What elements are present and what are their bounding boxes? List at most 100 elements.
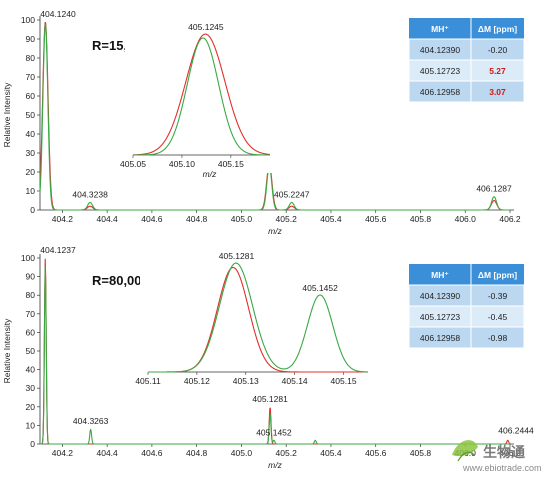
peak-label: 405.1281 xyxy=(252,394,288,404)
table-header-mass: MH⁺ xyxy=(431,270,449,280)
table-cell-mass: 405.12723 xyxy=(420,312,460,322)
inset-x-tick-label: 405.10 xyxy=(169,159,195,169)
y-tick-label: 90 xyxy=(26,272,36,282)
x-tick-label: 405.6 xyxy=(365,448,387,458)
inset-x-tick-label: 405.13 xyxy=(233,376,259,386)
y-tick-label: 60 xyxy=(26,327,36,337)
y-axis-title: Relative Intensity xyxy=(2,82,12,147)
table-cell-delta: 3.07 xyxy=(489,87,506,97)
table-header-background xyxy=(409,18,524,39)
mass-accuracy-table: MH⁺ ΔM [ppm] 404.12390 -0.20 405.12723 5.27 40… xyxy=(408,18,525,103)
peak-label: 406.1287 xyxy=(476,184,512,194)
y-tick-label: 80 xyxy=(26,53,36,63)
y-tick-label: 60 xyxy=(26,91,36,101)
table-header-background xyxy=(409,264,524,285)
x-tick-label: 404.2 xyxy=(52,214,74,224)
table-cell-mass: 406.12958 xyxy=(420,333,460,343)
inset-background xyxy=(140,254,376,390)
y-tick-label: 100 xyxy=(21,253,35,263)
table-cell-delta: -0.98 xyxy=(488,333,508,343)
inset-background xyxy=(125,17,278,173)
inset-x-tick-label: 405.15 xyxy=(218,159,244,169)
y-tick-label: 20 xyxy=(26,167,36,177)
spectrum-panel-r80000: 0 10 20 30 40 50 60 70 80 90 100 404.2 404.4 404.6 404… xyxy=(2,245,534,470)
y-tick-label: 10 xyxy=(26,420,36,430)
x-tick-label: 404.6 xyxy=(141,448,163,458)
x-tick-label: 406.0 xyxy=(455,214,477,224)
table-header-delta: ΔM [ppm] xyxy=(478,24,517,34)
inset-x-tick-label: 405.15 xyxy=(331,376,357,386)
x-tick-label: 404.8 xyxy=(186,214,208,224)
watermark: 生物通 www.ebiotrade.com xyxy=(452,440,542,473)
x-tick-label: 405.8 xyxy=(410,448,432,458)
table-cell-mass: 404.12390 xyxy=(420,291,460,301)
mass-accuracy-table: MH⁺ ΔM [ppm] 404.12390 -0.39 405.12723 -0.45 4… xyxy=(408,264,525,349)
table-row xyxy=(408,80,525,103)
spectrum-panel-r15000: 0 10 20 30 40 50 60 70 80 90 100 404.2 404.4 404.6 404… xyxy=(2,9,525,236)
x-tick-label: 404.2 xyxy=(52,448,74,458)
table-cell-mass: 406.12958 xyxy=(420,87,460,97)
zoom-inset: 405.05 405.10 405.15m/z 405.1245 xyxy=(120,17,278,179)
x-tick-label: 405.0 xyxy=(231,448,253,458)
peak-label: 404.3238 xyxy=(72,189,108,199)
y-tick-label: 100 xyxy=(21,15,35,25)
leaf-logo-icon xyxy=(452,440,478,462)
x-axis-title: m/z xyxy=(268,460,282,470)
table-cell-mass: 404.12390 xyxy=(420,45,460,55)
inset-x-tick-label: 405.11 xyxy=(135,376,161,386)
spectrum-line-green xyxy=(40,266,510,445)
y-tick-label: 40 xyxy=(26,365,36,375)
x-tick-label: 406.2 xyxy=(499,448,521,458)
y-tick-label: 70 xyxy=(26,309,36,319)
x-tick-label: 405.6 xyxy=(365,214,387,224)
y-tick-label: 30 xyxy=(26,383,36,393)
inset-x-axis-title: m/z xyxy=(203,169,217,179)
inset-x-tick-label: 405.05 xyxy=(120,159,146,169)
x-tick-label: 405.8 xyxy=(410,214,432,224)
x-tick-label: 404.8 xyxy=(186,448,208,458)
resolution-label: R=80,000 xyxy=(92,273,149,288)
y-tick-label: 10 xyxy=(26,186,36,196)
y-tick-label: 80 xyxy=(26,290,36,300)
table-cell-delta: -0.45 xyxy=(488,312,508,322)
y-axis-title: Relative Intensity xyxy=(2,318,12,383)
y-tick-label: 30 xyxy=(26,148,36,158)
table-header-delta: ΔM [ppm] xyxy=(478,270,517,280)
x-tick-label: 404.4 xyxy=(97,448,119,458)
inset-spectrum-line-red xyxy=(133,33,271,156)
x-tick-label: 404.6 xyxy=(141,214,163,224)
inset-peak-label: 405.1281 xyxy=(219,251,255,261)
x-tick-label: 405.2 xyxy=(276,448,298,458)
y-tick-label: 50 xyxy=(26,346,36,356)
table-cell-delta: -0.39 xyxy=(488,291,508,301)
zoom-inset: 405.11 405.12 405.13 405.14 405.15 405.1281 40… xyxy=(135,251,376,390)
x-tick-label: 405.0 xyxy=(231,214,253,224)
inset-peak-label: 405.1452 xyxy=(302,283,338,293)
inset-peak-label: 405.1245 xyxy=(188,22,224,32)
x-tick-label: 404.4 xyxy=(97,214,119,224)
table-row xyxy=(408,326,525,349)
peak-label: 405.2247 xyxy=(274,189,310,199)
inset-spectrum-line-green xyxy=(148,262,369,373)
y-tick-label: 90 xyxy=(26,34,36,44)
watermark-url: www.ebiotrade.com xyxy=(462,463,542,473)
table-header-mass: MH⁺ xyxy=(431,24,449,34)
peak-label: 404.3263 xyxy=(73,416,109,426)
x-tick-label: 406.2 xyxy=(499,214,521,224)
table-cell-delta: 5.27 xyxy=(489,66,506,76)
table-cell-delta: -0.20 xyxy=(488,45,508,55)
peak-label: 405.1452 xyxy=(256,427,292,437)
peak-label: 406.2444 xyxy=(498,425,534,435)
inset-x-tick-label: 405.14 xyxy=(282,376,308,386)
x-axis-title: m/z xyxy=(268,226,282,236)
x-tick-label: 405.4 xyxy=(320,214,342,224)
watermark-text: 生物通 xyxy=(483,444,525,460)
y-tick-label: 0 xyxy=(30,205,35,215)
spectrum-line-green xyxy=(39,23,510,211)
y-tick-label: 50 xyxy=(26,110,36,120)
table-cell-mass: 405.12723 xyxy=(420,66,460,76)
y-tick-label: 40 xyxy=(26,129,36,139)
x-tick-label: 405.4 xyxy=(320,448,342,458)
inset-spectrum-line-green xyxy=(133,37,270,156)
